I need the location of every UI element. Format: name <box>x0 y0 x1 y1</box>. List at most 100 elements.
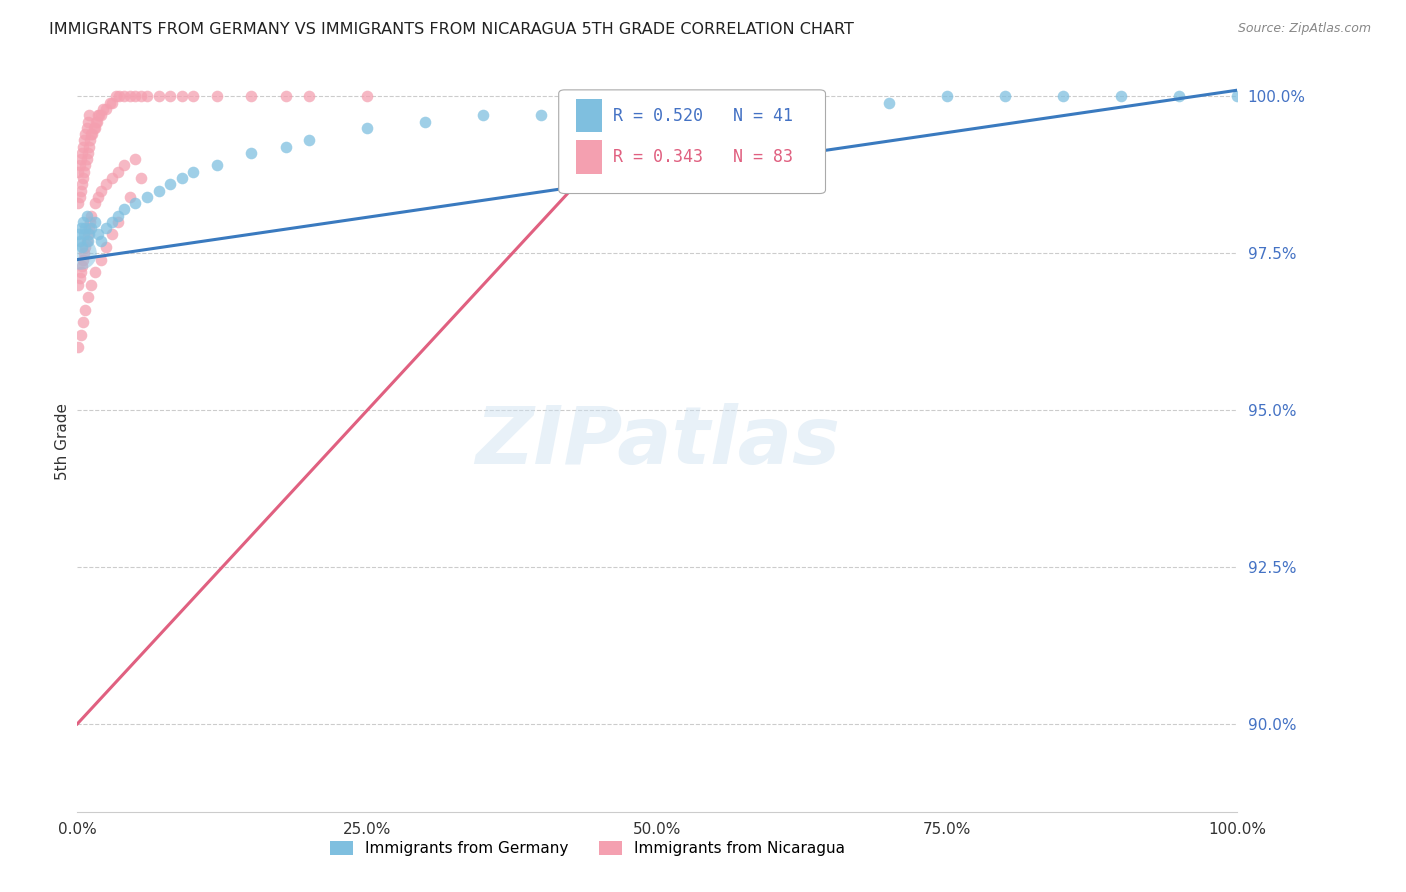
Point <box>76 114 98 128</box>
Point <box>72 252 94 267</box>
Point <box>80 221 103 235</box>
Point <box>89 108 111 122</box>
Point <box>1168 89 1191 103</box>
Text: R = 0.520   N = 41: R = 0.520 N = 41 <box>613 107 793 125</box>
Point <box>274 139 298 153</box>
Point <box>101 227 124 242</box>
Point <box>80 127 103 141</box>
Point <box>76 209 98 223</box>
Point <box>67 227 90 242</box>
Point <box>205 159 228 173</box>
Point <box>72 171 94 186</box>
Point <box>67 196 90 211</box>
Bar <box>576 140 602 174</box>
Point <box>69 221 91 235</box>
Point <box>67 165 90 179</box>
Point <box>86 114 108 128</box>
Point <box>87 190 110 204</box>
Point <box>101 95 124 110</box>
Point <box>96 178 118 192</box>
Point <box>75 240 97 254</box>
Point <box>98 95 121 110</box>
Point <box>124 89 146 103</box>
Point <box>69 271 91 285</box>
Point <box>90 184 111 198</box>
Point <box>994 89 1017 103</box>
Point <box>90 252 111 267</box>
Point <box>69 265 91 279</box>
Point <box>112 159 135 173</box>
Point <box>83 120 105 135</box>
Point <box>135 190 157 204</box>
Point <box>298 133 321 147</box>
Point <box>298 89 321 103</box>
Point <box>104 89 127 103</box>
Point <box>159 178 181 192</box>
Point <box>129 171 152 186</box>
Point <box>148 89 170 103</box>
Point <box>83 120 105 135</box>
Point <box>70 178 93 192</box>
Point <box>356 120 378 135</box>
Point <box>118 190 141 204</box>
Text: Source: ZipAtlas.com: Source: ZipAtlas.com <box>1237 22 1371 36</box>
Point <box>75 221 97 235</box>
Point <box>67 340 90 354</box>
Point <box>1111 89 1133 103</box>
Point <box>70 145 93 160</box>
Point <box>170 171 193 186</box>
Point <box>73 227 96 242</box>
Point <box>69 152 91 166</box>
Point <box>83 215 105 229</box>
Point <box>77 227 100 242</box>
Point <box>76 234 98 248</box>
Point <box>124 196 146 211</box>
Point <box>762 95 785 110</box>
Point <box>72 315 94 329</box>
Y-axis label: 5th Grade: 5th Grade <box>55 403 70 480</box>
Point <box>877 95 901 110</box>
Point <box>135 89 157 103</box>
Point <box>77 221 100 235</box>
Point <box>356 89 378 103</box>
Point <box>77 139 100 153</box>
Point <box>240 89 263 103</box>
Legend: Immigrants from Germany, Immigrants from Nicaragua: Immigrants from Germany, Immigrants from… <box>330 841 845 856</box>
Point <box>91 102 114 116</box>
Point <box>647 102 669 116</box>
Point <box>936 89 959 103</box>
Point <box>73 133 96 147</box>
Point <box>96 102 118 116</box>
Point <box>1226 89 1249 103</box>
Point <box>413 114 436 128</box>
Point <box>70 259 93 273</box>
FancyBboxPatch shape <box>558 90 825 194</box>
Point <box>77 108 100 122</box>
Point <box>183 89 205 103</box>
Point <box>75 159 97 173</box>
Point <box>1052 89 1074 103</box>
Point <box>76 234 98 248</box>
Point <box>76 290 98 304</box>
Point <box>69 246 91 260</box>
Point <box>107 209 129 223</box>
Bar <box>576 99 602 132</box>
Point <box>90 234 111 248</box>
Point <box>129 89 152 103</box>
Point <box>69 190 91 204</box>
Point <box>72 215 94 229</box>
Point <box>72 139 94 153</box>
Point <box>112 89 135 103</box>
Point <box>67 277 90 292</box>
Point <box>83 196 105 211</box>
Point <box>87 227 110 242</box>
Point <box>274 89 298 103</box>
Point <box>159 89 181 103</box>
Point <box>84 114 107 128</box>
Point <box>101 215 124 229</box>
Text: IMMIGRANTS FROM GERMANY VS IMMIGRANTS FROM NICARAGUA 5TH GRADE CORRELATION CHART: IMMIGRANTS FROM GERMANY VS IMMIGRANTS FR… <box>49 22 853 37</box>
Point <box>107 165 129 179</box>
Point <box>472 108 495 122</box>
Point <box>70 240 93 254</box>
Point <box>101 171 124 186</box>
